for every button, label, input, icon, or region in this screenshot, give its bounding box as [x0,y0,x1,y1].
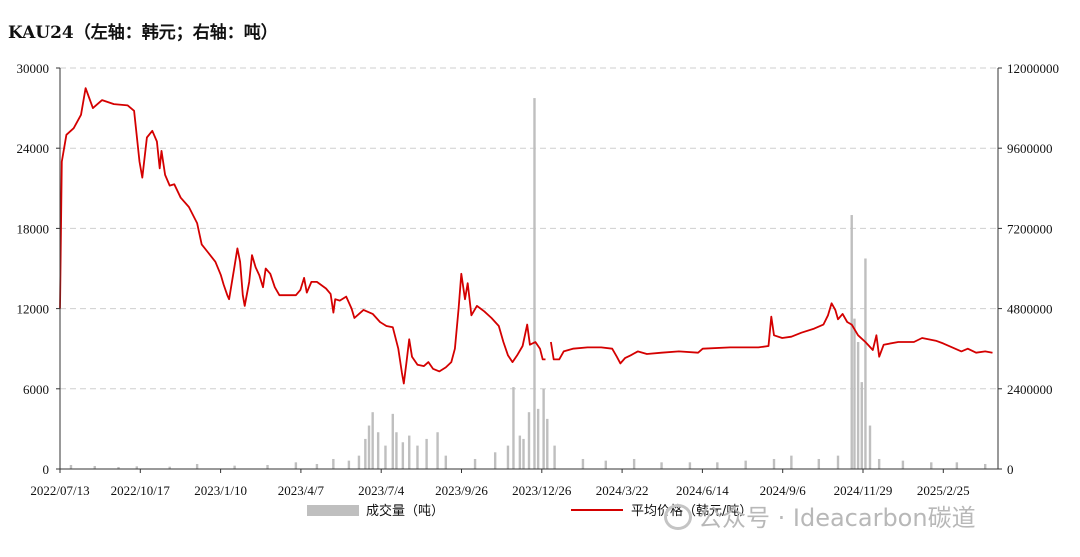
volume-bar [364,438,367,469]
left-tick-label: 0 [43,462,50,477]
x-tick-label: 2022/10/17 [111,483,171,498]
volume-bar [493,452,497,469]
volume-bar [444,455,448,469]
volume-bar [371,412,374,469]
wechat-icon [664,504,692,530]
volume-bar [416,445,419,469]
right-tick-label: 4800000 [1007,302,1053,317]
volume-bar [660,462,663,469]
volume-bar [604,460,607,469]
left-tick-label: 30000 [17,61,50,76]
volume-bar [376,432,380,469]
volume-bar [436,432,439,469]
volume-bar [850,215,853,469]
legend-volume-swatch [307,505,359,516]
volume-bar [522,438,525,469]
volume-bar [347,460,351,469]
x-tick-label: 2023/4/7 [278,483,325,498]
volume-bar [716,462,719,469]
volume-bar [930,462,933,469]
left-tick-label: 24000 [17,141,50,156]
volume-bar [984,463,987,469]
volume-bar [384,445,387,469]
x-tick-label: 2022/07/13 [30,483,89,498]
x-tick-label: 2024/9/6 [760,483,807,498]
volume-bar [512,387,515,469]
volume-bar [744,460,747,469]
legend-price-label: 平均价格（韩元/吨） [631,503,752,519]
x-tick-label: 2024/3/22 [596,483,649,498]
x-tick-label: 2023/7/4 [358,483,405,498]
volume-bar [473,458,477,469]
legend-volume-label: 成交量（吨） [366,503,444,519]
volume-bar [817,458,821,469]
volume-bar [688,462,692,469]
volume-bar [408,435,411,469]
x-tick-label: 2023/1/10 [194,483,247,498]
volume-bar [542,388,545,469]
volume-bar [790,455,793,469]
volume-bar [901,460,905,469]
x-tick-label: 2023/12/26 [512,483,572,498]
volume-bar [391,413,394,469]
volume-bar [527,412,531,469]
volume-bar [395,432,398,469]
volume-bar [401,442,405,469]
right-tick-label: 7200000 [1007,221,1053,236]
volume-bar [546,418,549,469]
left-tick-label: 6000 [23,382,49,397]
volume-bar [518,435,522,469]
volume-bar [266,464,269,469]
price-line-segment [550,302,993,365]
volume-bar [836,455,840,469]
volume-bar [135,466,138,469]
volume-bar [315,463,319,469]
right-tick-label: 12000000 [1007,61,1059,76]
volume-bar [533,98,536,469]
volume-bar [294,462,298,469]
price-line [59,87,993,385]
volume-bar [117,466,120,469]
x-tick-label: 2024/11/29 [834,483,893,498]
volume-bar [868,425,872,469]
volume-bar [864,258,867,469]
left-tick-label: 12000 [17,302,50,317]
volume-bar [536,408,540,469]
volume-bar [772,458,776,469]
price-line-segment [59,87,546,385]
x-tick-label: 2024/6/14 [676,483,729,498]
watermark: 公众号 · Ideacarbon碳道 [664,498,976,533]
volume-bar [955,462,959,469]
volume-bar [332,458,335,469]
volume-bars [69,98,987,469]
volume-bar [860,382,863,469]
volume-bar [69,464,73,469]
volume-bar [877,458,881,469]
volume-bar [632,458,636,469]
volume-bar [195,463,199,469]
left-tick-label: 18000 [17,221,50,236]
volume-bar [553,445,556,469]
volume-bar [357,455,361,469]
volume-bar [581,458,585,469]
volume-bar [853,318,856,469]
watermark-text: 公众号 · Ideacarbon碳道 [698,504,976,532]
x-tick-label: 2023/9/26 [435,483,488,498]
volume-bar [506,445,510,469]
volume-bar [233,465,236,469]
right-tick-label: 9600000 [1007,141,1053,156]
axes: 0 6000 12000 18000 24000 30000 0 2400000 4800000… [17,61,1060,498]
right-tick-label: 2400000 [1007,382,1053,397]
x-tick-label: 2025/2/25 [917,483,970,498]
volume-bar [425,438,428,469]
volume-bar [367,425,371,469]
right-tick-label: 0 [1007,462,1014,477]
volume-bar [93,465,96,469]
legend: 成交量（吨） 平均价格（韩元/吨） [307,503,752,519]
volume-bar [168,466,171,469]
volume-bar [856,342,860,469]
grid-layer [60,67,998,390]
chart-title: KAU24（左轴：韩元；右轴：吨） [8,23,278,43]
